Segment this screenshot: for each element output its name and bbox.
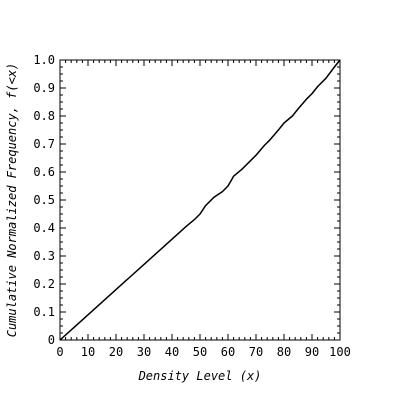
y-axis-title: Cumulative Normalized Frequency, f(<x) [5,63,19,338]
x-tick-label: 80 [277,345,291,359]
series-layer [59,59,341,341]
x-axis-title: Density Level (x) [138,369,262,383]
x-tick-label: 0 [56,345,63,359]
y-tick-label: 0.7 [33,137,55,151]
y-tick-label: 0.5 [33,193,55,207]
y-tick-label: 1.0 [33,53,55,67]
x-tick-label: 90 [305,345,319,359]
x-tick-label: 30 [137,345,151,359]
x-tick-label: 40 [165,345,179,359]
x-tick-label: 70 [249,345,263,359]
y-axis-ticks: 0 0.1 0.2 0.3 0.4 0.5 0.6 0.7 0.8 0.9 1.0 [33,53,340,347]
cdf-series-line [59,59,341,341]
x-axis-ticks: 0 10 20 30 40 50 60 70 80 90 100 [56,60,351,359]
y-tick-label: 0.8 [33,109,55,123]
x-tick-label: 50 [193,345,207,359]
x-tick-label: 100 [329,345,351,359]
y-tick-label: 0.9 [33,81,55,95]
x-tick-label: 10 [81,345,95,359]
y-tick-label: 0.1 [33,305,55,319]
y-tick-label: 0.4 [33,221,55,235]
x-tick-label: 60 [221,345,235,359]
y-tick-label: 0.3 [33,249,55,263]
y-tick-label: 0 [48,333,55,347]
x-tick-label: 20 [109,345,123,359]
y-tick-label: 0.2 [33,277,55,291]
plot-frame [59,59,341,341]
y-tick-label: 0.6 [33,165,55,179]
